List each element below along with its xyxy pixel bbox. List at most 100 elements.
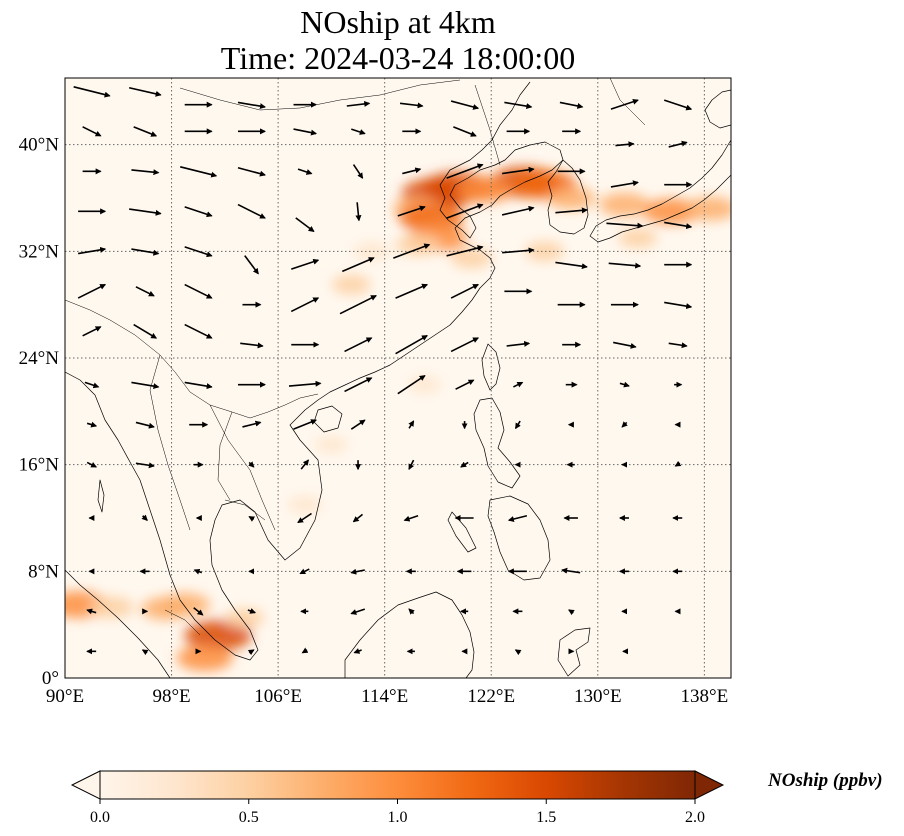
- concentration-hotspot: [547, 186, 595, 210]
- wind-arrow: [353, 648, 362, 654]
- lat-tick-label: 8°N: [28, 561, 59, 582]
- concentration-hotspot: [643, 198, 700, 225]
- wind-arrow: [446, 245, 484, 257]
- wind-arrow: [131, 248, 160, 256]
- concentration-hotspot: [353, 241, 390, 261]
- lon-tick-label: 114°E: [361, 686, 408, 707]
- coastline-borneo: [344, 591, 475, 678]
- wind-arrow: [674, 460, 682, 467]
- wind-arrow: [395, 334, 428, 355]
- wind-arrow: [86, 608, 97, 615]
- concentration-hotspot: [184, 620, 252, 651]
- border-segment: [609, 78, 646, 126]
- wind-arrow: [555, 261, 588, 270]
- border-segment: [474, 84, 501, 166]
- concentration-hotspot: [456, 177, 513, 203]
- longitude-axis-labels: 90°E 98°E 106°E 114°E 122°E 130°E 138°E: [46, 686, 728, 707]
- wind-arrow: [568, 609, 575, 616]
- wind-arrow: [237, 101, 266, 110]
- lat-tick-label: 32°N: [19, 241, 60, 262]
- wind-arrow: [506, 340, 531, 347]
- map-subtitle-time: Time: 2024-03-24 18:00:00: [220, 40, 576, 76]
- concentration-hotspot: [685, 196, 731, 221]
- coastline-taiwan: [481, 343, 501, 391]
- wind-arrow: [293, 128, 317, 136]
- coastline-sumatra: [65, 569, 171, 678]
- coastline-asia-mainland: [65, 81, 564, 661]
- wind-vectors: [73, 86, 693, 656]
- wind-arrow: [668, 140, 688, 148]
- coastline-luzon: [473, 397, 521, 489]
- lat-tick-label: 16°N: [19, 455, 60, 476]
- wind-arrow: [84, 381, 100, 389]
- map-frame: [64, 77, 732, 679]
- concentration-hotspot: [176, 645, 233, 671]
- colorbar-tick-label: 1.5: [536, 809, 556, 826]
- wind-arrow: [184, 246, 213, 258]
- wind-arrow: [73, 86, 111, 98]
- wind-arrow: [395, 283, 428, 299]
- wind-arrow: [133, 126, 158, 137]
- wind-arrow: [300, 459, 309, 470]
- wind-arrow: [344, 337, 373, 353]
- wind-arrow: [237, 203, 266, 219]
- wind-arrow: [450, 337, 479, 353]
- wind-arrow: [403, 514, 419, 522]
- wind-arrow: [244, 255, 259, 275]
- colorbar-extend-min: [70, 770, 101, 800]
- colorbar-tick-label: 0.5: [239, 809, 259, 826]
- wind-arrow: [555, 207, 588, 214]
- wind-arrow: [352, 164, 364, 179]
- wind-arrow: [82, 126, 102, 137]
- lon-tick-label: 122°E: [467, 686, 515, 707]
- wind-arrow: [339, 294, 377, 315]
- wind-arrow: [346, 100, 371, 107]
- wind-arrow: [514, 420, 521, 430]
- wind-arrow: [180, 166, 218, 178]
- coastline-palawan: [447, 511, 477, 553]
- wind-arrow: [393, 243, 431, 259]
- wind-arrow: [141, 649, 149, 656]
- map-title: NOship at 4km: [300, 4, 496, 40]
- wind-arrow: [355, 202, 362, 222]
- wind-arrow: [141, 514, 148, 521]
- wind-arrow: [247, 649, 255, 656]
- wind-arrow: [561, 567, 581, 574]
- concentration-hotspot: [159, 592, 211, 617]
- border-segment: [65, 299, 319, 419]
- colorbar-label: NOship (ppbv): [768, 770, 883, 791]
- concentration-hotspot: [225, 608, 265, 628]
- wind-arrow: [610, 98, 639, 110]
- border-segment: [179, 79, 461, 111]
- wind-arrow: [131, 169, 160, 176]
- wind-arrow: [453, 126, 477, 137]
- wind-arrow: [237, 166, 266, 177]
- wind-arrow: [291, 258, 320, 270]
- wind-arrow: [344, 377, 373, 393]
- wind-arrow: [301, 647, 309, 654]
- border-segment: [224, 499, 266, 521]
- wind-arrow: [610, 180, 639, 188]
- border-segment: [209, 404, 276, 531]
- wind-arrow: [86, 461, 98, 468]
- wind-arrow: [131, 381, 160, 390]
- wind-arrow: [350, 419, 366, 430]
- wind-arrow: [615, 141, 635, 148]
- wind-arrow: [350, 608, 366, 615]
- wind-arrow: [502, 166, 535, 175]
- colorbar-ticks: 0.0 0.5 1.0 1.5 2.0: [90, 799, 705, 826]
- wind-arrow: [133, 323, 158, 339]
- coastline-hokkaido: [704, 89, 731, 129]
- coastline-sulawesi: [557, 627, 591, 677]
- lat-tick-label: 40°N: [19, 135, 60, 156]
- wind-arrow: [351, 128, 366, 135]
- concentration-hotspot: [395, 233, 441, 256]
- wind-arrow: [513, 381, 524, 388]
- wind-arrow: [619, 381, 630, 388]
- colorbar: 0.0 0.5 1.0 1.5 2.0: [70, 770, 725, 826]
- concentration-hotspot: [524, 241, 565, 262]
- wind-arrow: [514, 649, 522, 656]
- latitude-axis-labels: 0° 8°N 16°N 24°N 32°N 40°N: [19, 135, 60, 689]
- wind-arrow: [288, 380, 322, 387]
- wind-arrow: [397, 375, 426, 395]
